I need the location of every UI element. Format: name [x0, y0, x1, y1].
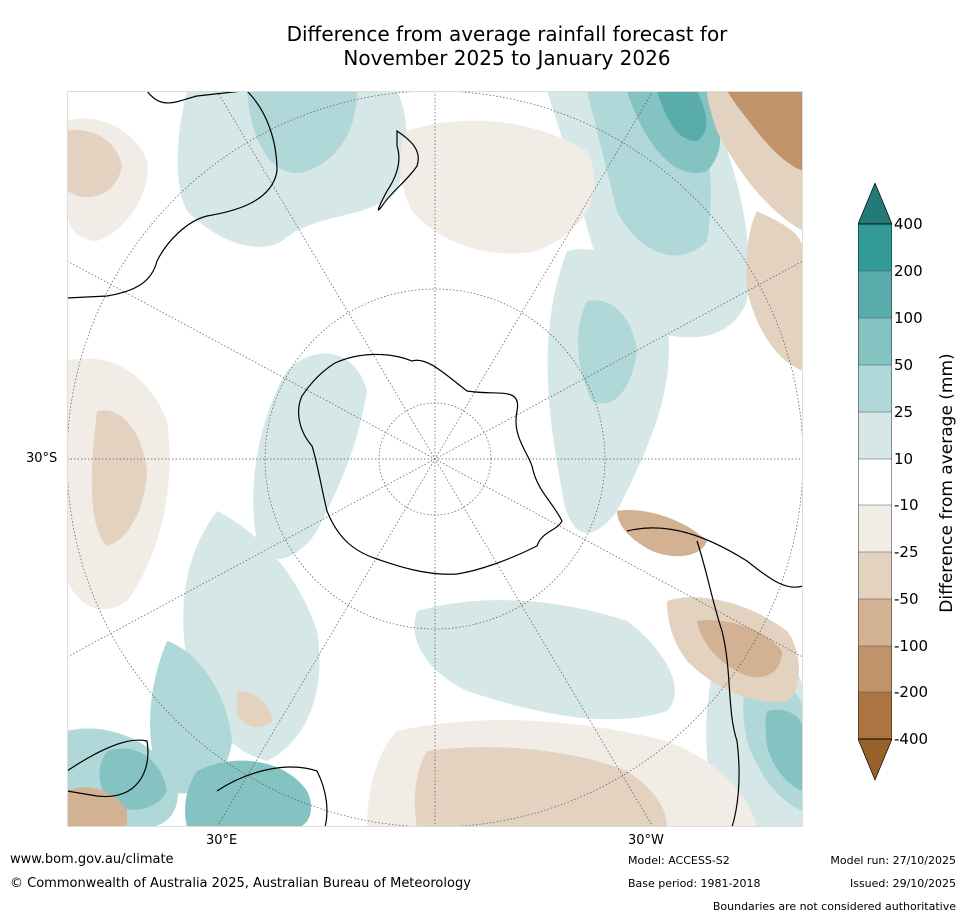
coastlines	[67, 91, 803, 827]
colorbar-tick-label: 10	[894, 450, 914, 468]
colorbar-swatch-2	[858, 271, 892, 318]
antarctica-coastline	[298, 353, 563, 575]
colorbar-tick-label: 400	[894, 215, 923, 233]
rainfall-anomaly-map	[67, 91, 803, 827]
boundaries-disclaimer: Boundaries are not considered authoritat…	[712, 900, 956, 913]
colorbar-tick-label: -400	[894, 730, 929, 748]
colorbar-swatch-1	[858, 224, 892, 271]
website-link[interactable]: www.bom.gov.au/climate	[10, 852, 174, 867]
colorbar-swatch-7	[858, 505, 892, 552]
new-zealand-coastline	[377, 129, 419, 211]
colorbar	[857, 182, 893, 783]
copyright-text: © Commonwealth of Australia 2025, Austra…	[10, 876, 471, 891]
model-run-date: Model run: 27/10/2025	[830, 854, 956, 867]
colorbar-tick-label: -200	[894, 683, 929, 701]
colorbar-swatch-5	[858, 412, 892, 459]
colorbar-swatch-10	[858, 646, 892, 692]
colorbar-title: Difference from average (mm)	[937, 353, 957, 613]
wetter-than-average-regions	[67, 91, 803, 827]
colorbar-swatch-3	[858, 318, 892, 365]
issued-date: Issued: 29/10/2025	[849, 877, 956, 890]
colorbar-tick-label: 50	[894, 356, 914, 374]
colorbar-swatch-11	[858, 692, 892, 739]
drier-than-average-regions	[67, 91, 803, 827]
latitude-label-30s: 30°S	[26, 451, 58, 466]
south-america-coastline	[626, 527, 803, 827]
colorbar-tick-label: -10	[894, 496, 919, 514]
colorbar-tick-label: -100	[894, 637, 929, 655]
map-title: Difference from average rainfall forecas…	[0, 22, 965, 70]
colorbar-swatch-8	[858, 552, 892, 599]
colorbar-swatch-12	[857, 738, 893, 781]
colorbar-tick-label: 200	[894, 262, 923, 280]
graticule	[67, 91, 803, 827]
colorbar-swatch-9	[858, 599, 892, 646]
colorbar-tick-label: -50	[894, 590, 919, 608]
title-line-1: Difference from average rainfall forecas…	[286, 22, 728, 46]
africa-coastline	[67, 739, 328, 827]
colorbar-swatch-4	[858, 365, 892, 412]
colorbar-tick-label: 100	[894, 309, 923, 327]
colorbar-swatch-6	[858, 459, 892, 505]
colorbar-swatch-0	[857, 182, 893, 225]
title-line-2: November 2025 to January 2026	[343, 46, 671, 70]
colorbar-tick-label: -25	[894, 543, 919, 561]
colorbar-tick-label: 25	[894, 403, 914, 421]
base-period: Base period: 1981-2018	[628, 877, 761, 890]
longitude-label-30e: 30°E	[206, 833, 238, 848]
australia-coastline	[67, 91, 278, 299]
model-name: Model: ACCESS-S2	[628, 854, 730, 867]
longitude-label-30w: 30°W	[628, 833, 664, 848]
